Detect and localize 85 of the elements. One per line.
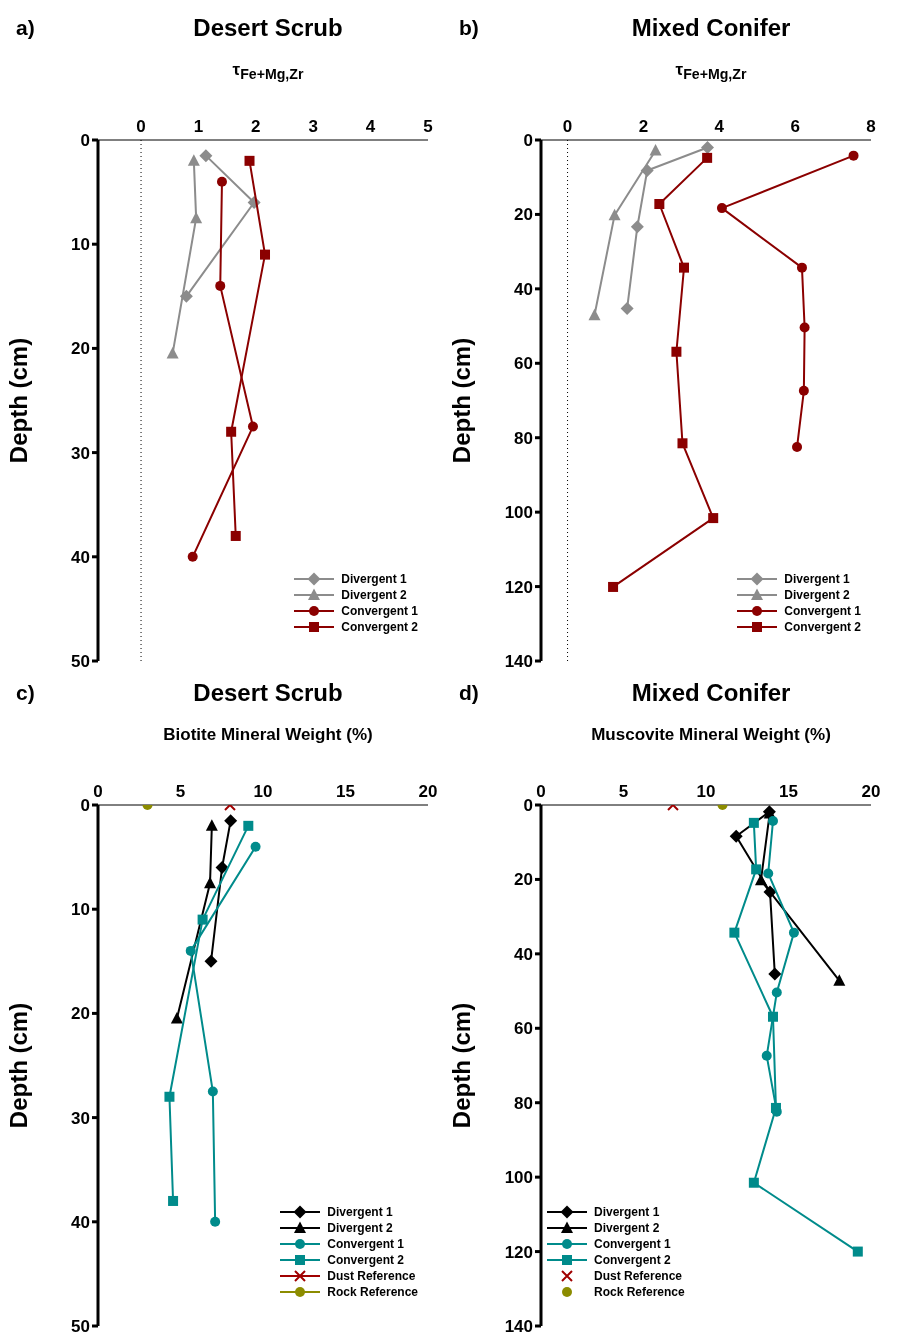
legend-label: Convergent 1 <box>327 1237 404 1251</box>
y-tick-label: 40 <box>514 944 533 964</box>
x-tick-label: 20 <box>418 782 438 801</box>
y-tick-label: 40 <box>71 1212 90 1232</box>
y-tick-label: 10 <box>71 235 90 255</box>
y-tick-label: 0 <box>523 796 533 816</box>
y-tick-label: 60 <box>514 1019 533 1039</box>
legend-label: Divergent 2 <box>341 588 407 602</box>
x-tick-label: 2 <box>251 117 261 136</box>
text: b) <box>459 16 479 40</box>
y-tick-label: 80 <box>514 1093 533 1113</box>
y-axis-title: Depth (cm) <box>447 1002 475 1129</box>
y-tick-label: 120 <box>504 577 533 597</box>
legend-label: Convergent 1 <box>341 604 418 618</box>
legend-label: Convergent 2 <box>784 620 861 634</box>
legend-label: Divergent 2 <box>327 1221 393 1235</box>
legend-label: Divergent 1 <box>341 572 407 586</box>
legend-label: Convergent 1 <box>594 1237 671 1251</box>
text: a) <box>16 16 35 40</box>
legend-label: Convergent 2 <box>594 1253 671 1267</box>
x-tick-label: 4 <box>714 117 725 136</box>
x-tick-label: 5 <box>618 782 629 801</box>
y-axis-title: Depth (cm) <box>4 337 32 464</box>
x-axis-title: τ$_{Fe+Mg,Zr}$ <box>231 60 305 83</box>
y-tick-label: 20 <box>514 870 533 890</box>
x-tick-label: 5 <box>423 117 433 136</box>
text: c) <box>16 681 35 705</box>
legend-label: Divergent 1 <box>594 1205 660 1219</box>
x-tick-label: 15 <box>779 782 798 801</box>
x-tick-label: 10 <box>253 782 273 801</box>
x-tick-label: 0 <box>562 117 573 136</box>
x-tick-label: 0 <box>536 782 546 801</box>
x-tick-label: 8 <box>866 117 876 136</box>
x-axis-title: Biotite Mineral Weight (%) <box>162 725 374 745</box>
legend-label: Dust Reference <box>594 1269 683 1283</box>
text: d) <box>459 681 479 705</box>
y-tick-label: 120 <box>504 1242 533 1262</box>
y-tick-label: 100 <box>504 503 533 523</box>
legend-label: Convergent 2 <box>327 1253 404 1267</box>
x-tick-label: 0 <box>136 117 146 136</box>
y-tick-label: 30 <box>71 1108 90 1128</box>
y-tick-label: 50 <box>71 1317 90 1337</box>
legend-label: Rock Reference <box>327 1285 418 1299</box>
chart-title: Desert Scrub <box>192 14 344 42</box>
x-tick-label: 6 <box>790 117 800 136</box>
x-tick-label: 5 <box>175 782 186 801</box>
y-tick-label: 140 <box>504 652 533 672</box>
y-tick-label: 0 <box>80 796 90 816</box>
legend-label: Convergent 2 <box>341 620 418 634</box>
x-tick-label: 1 <box>193 117 204 136</box>
y-tick-label: 0 <box>80 131 90 151</box>
legend-label: Divergent 1 <box>784 572 850 586</box>
y-tick-label: 100 <box>504 1168 533 1188</box>
chart-title: Desert Scrub <box>192 679 344 707</box>
legend-label: Rock Reference <box>594 1285 685 1299</box>
y-tick-label: 20 <box>71 1004 90 1024</box>
x-axis-title: τ$_{Fe+Mg,Zr}$ <box>674 60 748 83</box>
y-tick-label: 30 <box>71 443 90 463</box>
y-tick-label: 10 <box>71 900 90 920</box>
y-axis-title: Depth (cm) <box>4 1002 32 1129</box>
y-tick-label: 0 <box>523 131 533 151</box>
y-tick-label: 80 <box>514 428 533 448</box>
legend-label: Divergent 1 <box>327 1205 393 1219</box>
x-tick-label: 10 <box>696 782 716 801</box>
x-axis-title: Muscovite Mineral Weight (%) <box>590 725 832 745</box>
y-tick-label: 140 <box>504 1317 533 1337</box>
legend-label: Divergent 2 <box>784 588 850 602</box>
x-tick-label: 15 <box>336 782 355 801</box>
x-tick-label: 0 <box>93 782 103 801</box>
y-tick-label: 60 <box>514 354 533 374</box>
chart-title: Mixed Conifer <box>630 14 792 42</box>
x-tick-label: 20 <box>861 782 881 801</box>
y-tick-label: 20 <box>514 205 533 225</box>
x-tick-label: 4 <box>365 117 376 136</box>
y-tick-label: 50 <box>71 652 90 672</box>
y-tick-label: 40 <box>71 547 90 567</box>
y-axis-title: Depth (cm) <box>447 337 475 464</box>
y-tick-label: 40 <box>514 279 533 299</box>
legend-label: Divergent 2 <box>594 1221 660 1235</box>
legend-label: Convergent 1 <box>784 604 861 618</box>
x-tick-label: 2 <box>638 117 649 136</box>
legend-label: Dust Reference <box>327 1269 416 1283</box>
chart-title: Mixed Conifer <box>630 679 792 707</box>
x-tick-label: 3 <box>308 117 318 136</box>
y-tick-label: 20 <box>71 339 90 359</box>
